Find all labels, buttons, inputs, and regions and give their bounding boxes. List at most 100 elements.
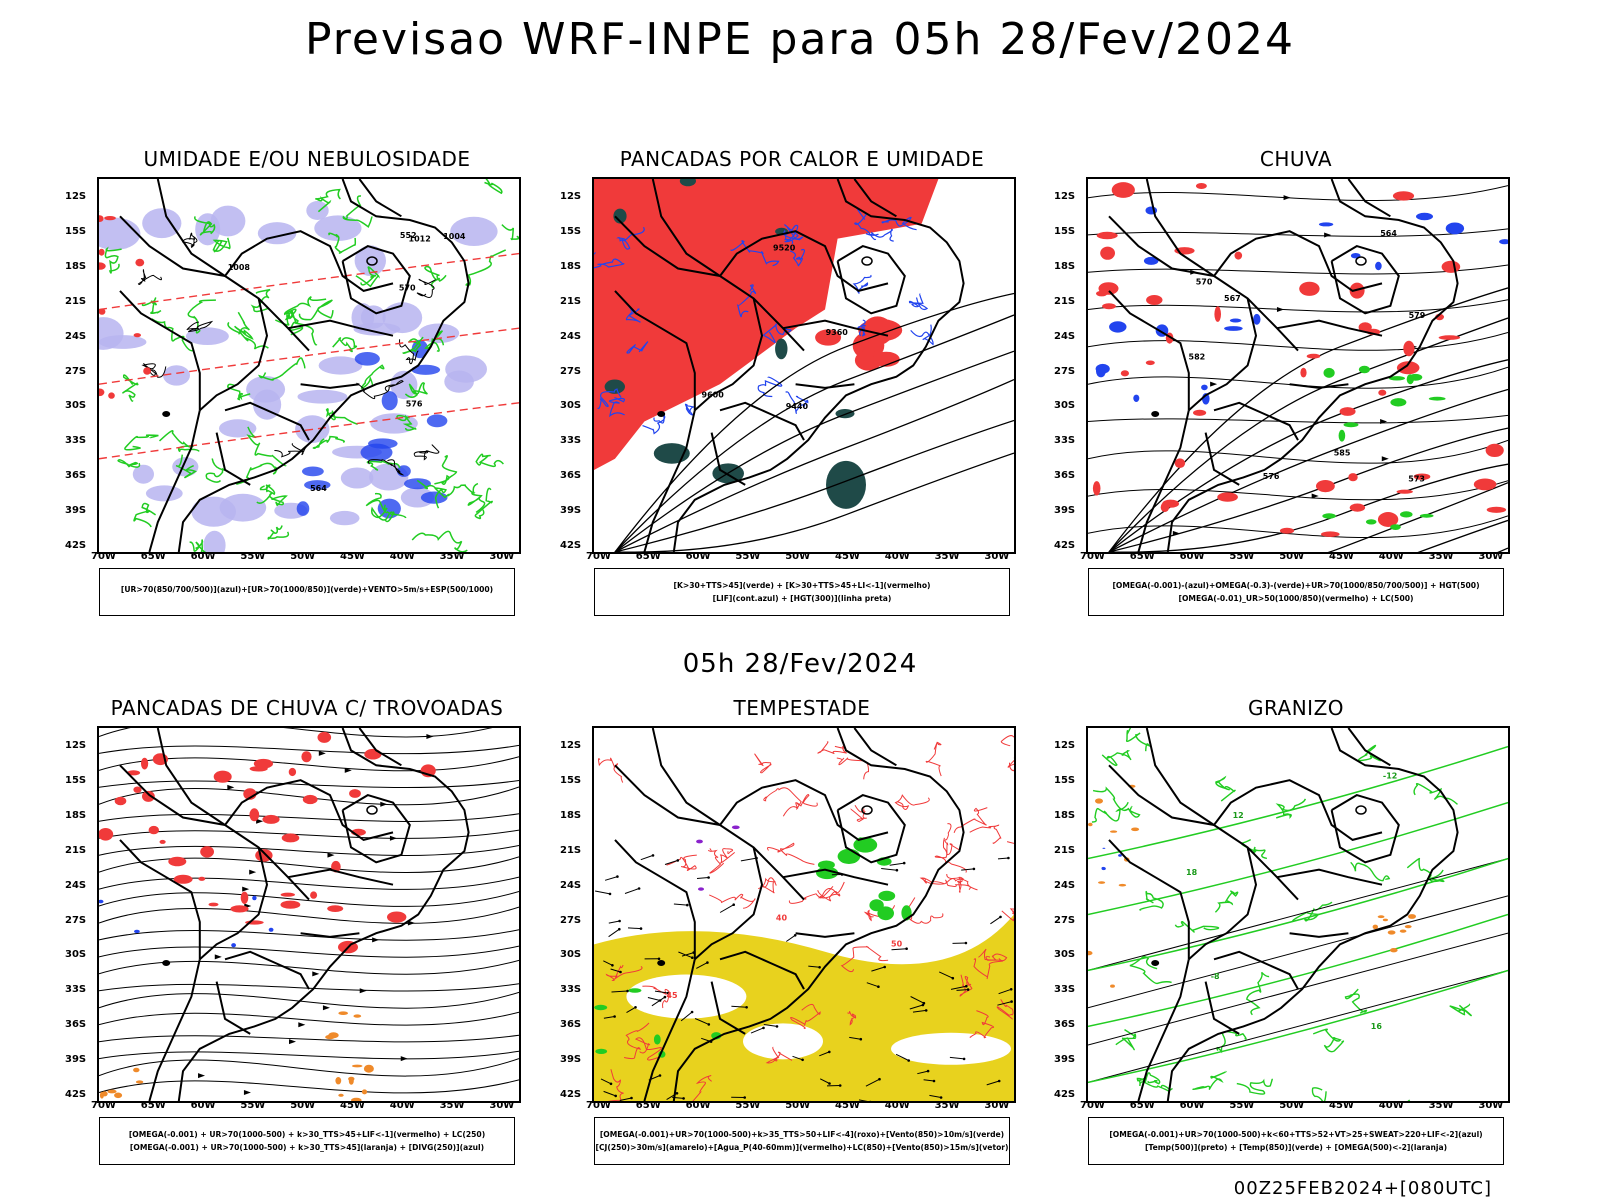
contour-line [258, 357, 306, 381]
contour-line [1000, 735, 1014, 747]
contour-line [1092, 786, 1141, 818]
weather-patch [104, 216, 116, 221]
country-border [710, 981, 746, 1035]
wind-vector-head [616, 875, 619, 878]
forecast-map: 585 582 579 576 573 570 567 564 [1086, 177, 1510, 554]
wind-vector [651, 996, 666, 1007]
country-border [782, 868, 889, 886]
country-border [1213, 401, 1299, 441]
weather-patch [281, 833, 300, 843]
map-canvas: 1012 1008 1004 576 570 564 552 [99, 179, 519, 552]
lat-tick-label: 30S [65, 949, 87, 961]
coastline [177, 179, 470, 552]
country-border [643, 410, 696, 552]
panel-title: PANCADAS DE CHUVA C/ TROVOADAS [110, 696, 504, 720]
lat-tick-label: 15S [65, 774, 87, 786]
weather-patch [99, 215, 104, 222]
lat-tick-label: 39S [65, 1054, 87, 1066]
lat-tick-label: 39S [1054, 1054, 1076, 1066]
contour-line [788, 881, 845, 904]
streamline [99, 876, 519, 890]
lat-tick-label: 30S [1054, 949, 1076, 961]
weather-patch [1279, 527, 1295, 534]
weather-patch [200, 846, 214, 858]
weather-patch [101, 1091, 108, 1097]
temp850-contour [1088, 969, 1508, 1084]
wind-vector-head [962, 1057, 966, 1061]
height-contour [614, 314, 1014, 552]
weather-patch [114, 796, 127, 806]
lat-tick-label: 30S [65, 400, 87, 412]
wind-vector [949, 1056, 965, 1060]
country-border [1145, 179, 1215, 277]
lon-tick-label: 55W [240, 551, 266, 562]
wind-vector-head [666, 991, 670, 995]
weather-patch [731, 825, 740, 830]
lon-tick-label: 55W [735, 551, 761, 562]
weather-patch [1321, 531, 1340, 537]
lon-tick-label: 60W [1179, 551, 1205, 562]
weather-patch [1322, 513, 1336, 519]
latitude-axis: 12S 15S 18S 21S 24S 27S 30S 33S 36S 39S 42S [63, 177, 93, 551]
contour-line [1215, 775, 1236, 802]
flow-arrow [1381, 456, 1389, 462]
weather-patch [280, 892, 295, 897]
wind-vector [938, 971, 954, 979]
lat-tick-label: 24S [560, 330, 582, 342]
weather-patch [1095, 363, 1110, 374]
contour-line [1344, 988, 1368, 1014]
panel-title: CHUVA [1259, 147, 1333, 171]
wind-vector [611, 990, 628, 993]
country-border [1137, 959, 1190, 1101]
wind-vector-head [801, 1058, 804, 1062]
longitude-axis: 70W 65W 60W 55W 50W 45W 40W 35W 30W [91, 1100, 515, 1114]
weather-patch [99, 317, 124, 350]
lat-tick-label: 30S [1054, 400, 1076, 412]
streamline [99, 744, 519, 755]
contour-line [762, 323, 792, 344]
weather-patch [198, 876, 206, 881]
longitude-axis: 70W 65W 60W 55W 50W 45W 40W 35W 30W [586, 1100, 1010, 1114]
legend-line: [K>30+TTS>45](verde) + [K>30+TTS>45+LI<-… [673, 581, 931, 590]
contour-line [944, 823, 961, 856]
lat-tick-label: 18S [65, 260, 87, 272]
wind-vector [923, 1079, 935, 1082]
contour-line [283, 296, 327, 320]
weather-patch [1372, 924, 1378, 930]
weather-patch [1100, 246, 1115, 260]
forecast-map: 1012 1008 1004 576 570 564 552 [97, 177, 521, 554]
contour-line [194, 215, 216, 236]
contour-line [783, 226, 804, 245]
contour-label: 576 [1263, 472, 1280, 481]
temp850-contour [1088, 745, 1508, 860]
lat-tick-label: 42S [65, 540, 87, 551]
wind-vector-head [907, 1059, 910, 1062]
panel-title: PANCADAS POR CALOR E UMIDADE [619, 147, 985, 171]
country-border [1145, 728, 1215, 826]
contour-line [342, 195, 373, 228]
country-border [358, 728, 402, 767]
lon-tick-label: 35W [439, 551, 465, 562]
weather-patch [1110, 984, 1115, 988]
wind-vector [731, 1005, 747, 1008]
weather-patch [253, 758, 273, 769]
streamline [1088, 439, 1508, 464]
contour-line [642, 985, 670, 1009]
lat-tick-label: 12S [560, 740, 582, 751]
contour-line [910, 324, 934, 346]
contour-line [104, 246, 122, 274]
contour-line [141, 297, 162, 314]
contour-line [766, 842, 815, 865]
flow-arrow [288, 1039, 296, 1045]
lat-tick-label: 24S [65, 330, 87, 342]
weather-patch [1234, 251, 1243, 260]
flow-arrow [249, 869, 257, 875]
weather-patch [1390, 398, 1407, 407]
longitude-axis: 70W 65W 60W 55W 50W 45W 40W 35W 30W [1080, 1100, 1504, 1114]
wind-vector [624, 888, 640, 894]
contour-label: 9440 [786, 402, 809, 411]
country-border [215, 432, 251, 486]
wind-vector-head [613, 1015, 616, 1018]
lon-tick-label: 60W [190, 551, 216, 562]
wind-vector-head [1010, 1000, 1013, 1003]
